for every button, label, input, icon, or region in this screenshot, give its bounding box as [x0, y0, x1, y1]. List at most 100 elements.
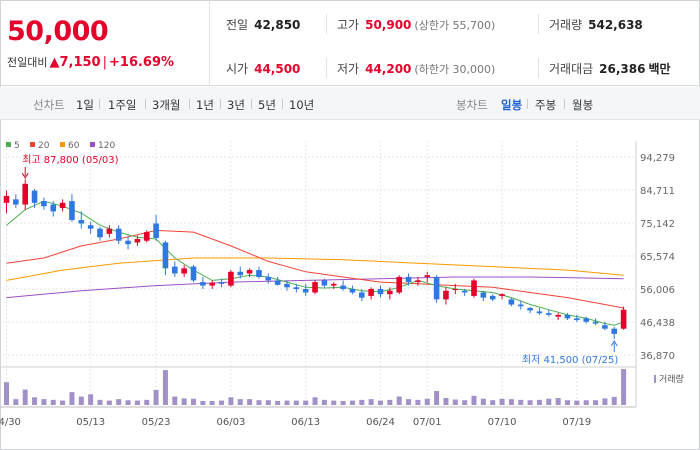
candle-body: [555, 314, 561, 317]
candle-body: [340, 285, 346, 290]
volume-bar: [396, 396, 402, 405]
candle-body: [377, 289, 384, 295]
stat-value: 44,500: [254, 62, 301, 76]
period-3m-button[interactable]: 3개월: [152, 98, 181, 112]
legend-swatch: [90, 142, 95, 147]
stat-volume: 거래량 542,638: [549, 16, 643, 33]
candle-body: [50, 204, 57, 212]
candle-body: [508, 299, 515, 305]
candle-daily-button[interactable]: 일봉: [501, 98, 523, 112]
volume-bar: [88, 394, 94, 405]
volume-bar: [368, 399, 374, 405]
volume-bar: [200, 400, 206, 405]
candle-body: [69, 201, 75, 221]
volume-bar: [508, 399, 514, 405]
volume-bar: [499, 398, 505, 405]
candle-body: [274, 280, 281, 285]
candle-body: [424, 275, 431, 277]
candle-body: [143, 232, 150, 241]
x-tick-label: 07/19: [562, 417, 591, 428]
candle-chart-label: 봉차트: [456, 98, 488, 112]
upper-limit: (상한가 55,700): [414, 19, 496, 32]
volume-bar: [349, 400, 355, 405]
period-1d-button[interactable]: 1일: [76, 98, 94, 112]
legend-swatch: [30, 142, 35, 147]
candle-body: [228, 271, 234, 286]
candle-body: [452, 289, 459, 291]
max-price-annotation: 최고 87,800 (05/03): [22, 154, 118, 166]
volume-bar: [359, 399, 365, 405]
volume-bar: [490, 400, 496, 405]
candle-body: [59, 202, 66, 208]
volume-bar: [593, 400, 599, 405]
ma20-line: [6, 229, 624, 309]
divider: [220, 99, 221, 109]
volume-bar: [4, 382, 9, 405]
candle-body: [153, 223, 159, 238]
price-change-row: 전일대비 ▲7,150 | +16.69%: [7, 54, 174, 70]
volume-bar: [378, 400, 383, 405]
period-3y-button[interactable]: 3년: [227, 98, 245, 112]
legend-label: 60: [68, 141, 80, 151]
x-tick-label: 06/13: [291, 417, 320, 428]
candle-body: [31, 190, 38, 203]
volume-bar: [406, 399, 412, 405]
stat-amount: 거래대금 26,386 백만: [549, 60, 671, 77]
stat-value: 26,386: [599, 62, 646, 76]
period-1w-button[interactable]: 1주일: [108, 98, 137, 112]
volume-bar: [340, 400, 346, 405]
candle-body: [115, 228, 122, 241]
candle-body: [265, 276, 272, 281]
volume-bar: [144, 399, 150, 405]
volume-bar: [312, 397, 318, 405]
stat-label: 거래대금: [549, 62, 594, 76]
stat-value: 42,850: [254, 18, 301, 32]
min-price-annotation: 최저 41,500 (07/25): [522, 354, 618, 366]
stat-label: 저가: [337, 62, 360, 76]
candle-weekly-button[interactable]: 주봉: [535, 98, 557, 112]
candle-body: [396, 276, 402, 293]
lower-limit: (하한가 30,000): [414, 63, 496, 76]
volume-bar: [32, 397, 38, 405]
volume-bar: [574, 400, 580, 405]
candle-body: [368, 289, 374, 296]
volume-bar: [256, 400, 262, 405]
x-tick-label: 04/30: [0, 417, 21, 428]
candle-monthly-button[interactable]: 월봉: [572, 98, 594, 112]
volume-bar: [116, 399, 122, 405]
x-tick-label: 06/03: [216, 417, 245, 428]
y-tick-label: 75,142: [640, 219, 675, 230]
divider: [538, 58, 539, 78]
stat-value: 542,638: [588, 18, 643, 32]
volume-bar: [181, 398, 187, 405]
candle-body: [471, 280, 477, 296]
max-arrow-icon: [21, 172, 29, 179]
change-label: 전일대비: [7, 56, 48, 69]
volume-bar: [172, 396, 178, 405]
volume-bar: [536, 399, 542, 405]
volume-bar: [321, 399, 327, 405]
volume-bar: [303, 400, 309, 405]
period-1y-button[interactable]: 1년: [196, 98, 214, 112]
candle-body: [172, 266, 178, 274]
volume-bar: [106, 400, 112, 405]
divider: [527, 99, 528, 109]
stat-label: 시가: [226, 62, 249, 76]
change-value: 7,150: [59, 55, 101, 70]
period-5y-button[interactable]: 5년: [258, 98, 276, 112]
candle-body: [499, 294, 505, 296]
x-tick-label: 05/13: [76, 417, 105, 428]
volume-bar: [41, 399, 47, 405]
candle-body: [611, 328, 618, 334]
candle-body: [387, 290, 393, 295]
candle-body: [312, 282, 318, 293]
candle-body: [200, 282, 206, 286]
period-10y-button[interactable]: 10년: [289, 98, 315, 112]
x-tick-label: 07/01: [413, 417, 442, 428]
legend-label: 5: [14, 141, 20, 151]
candle-body: [87, 225, 94, 229]
volume-bar: [247, 399, 253, 405]
divider: [326, 58, 327, 78]
candle-body: [302, 289, 309, 293]
volume-bar: [153, 389, 159, 405]
